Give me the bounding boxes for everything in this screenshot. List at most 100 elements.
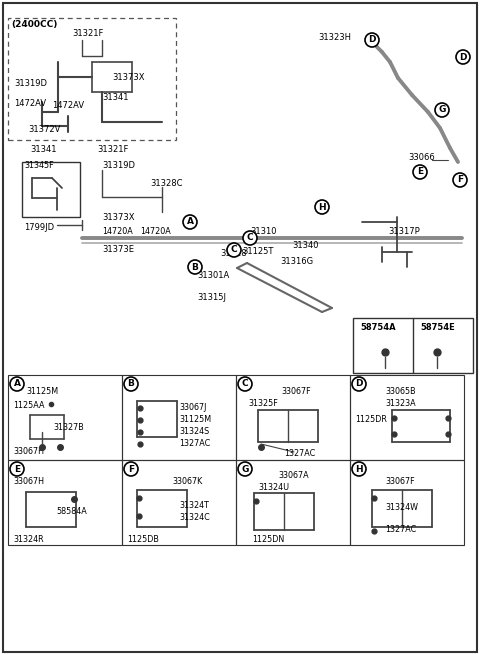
Text: 33067K: 33067K bbox=[172, 477, 202, 487]
Text: A: A bbox=[13, 379, 21, 388]
Text: 1125AA: 1125AA bbox=[13, 400, 45, 409]
Text: 31324S: 31324S bbox=[179, 428, 209, 436]
Text: E: E bbox=[14, 464, 20, 474]
Text: 1125DR: 1125DR bbox=[355, 415, 387, 424]
Circle shape bbox=[365, 33, 379, 47]
Text: 58754E: 58754E bbox=[420, 324, 455, 333]
Text: 31310: 31310 bbox=[250, 227, 276, 236]
Text: D: D bbox=[459, 52, 467, 62]
Circle shape bbox=[238, 377, 252, 391]
Text: 31319D: 31319D bbox=[102, 160, 135, 170]
Circle shape bbox=[456, 50, 470, 64]
Bar bbox=[122, 375, 236, 460]
Text: 31327B: 31327B bbox=[53, 422, 84, 432]
Text: C: C bbox=[231, 246, 237, 255]
Text: C: C bbox=[242, 379, 248, 388]
Text: E: E bbox=[417, 168, 423, 176]
Bar bbox=[8, 375, 122, 460]
Text: 31323A: 31323A bbox=[385, 398, 416, 407]
Text: 31372V: 31372V bbox=[28, 126, 60, 134]
Text: 31324C: 31324C bbox=[179, 512, 210, 521]
Circle shape bbox=[413, 165, 427, 179]
Circle shape bbox=[10, 377, 24, 391]
Text: H: H bbox=[318, 202, 326, 212]
Text: G: G bbox=[241, 464, 249, 474]
Circle shape bbox=[352, 377, 366, 391]
Text: 31324U: 31324U bbox=[258, 483, 289, 491]
Text: (2400CC): (2400CC) bbox=[11, 20, 58, 29]
Text: 31317P: 31317P bbox=[388, 227, 420, 236]
Bar bbox=[8, 460, 122, 545]
Circle shape bbox=[435, 103, 449, 117]
Text: 1472AV: 1472AV bbox=[14, 98, 46, 107]
Text: 31373E: 31373E bbox=[102, 246, 134, 255]
Text: 33067F: 33067F bbox=[281, 386, 311, 396]
Text: 31301A: 31301A bbox=[197, 271, 229, 280]
Circle shape bbox=[315, 200, 329, 214]
Text: 1125DN: 1125DN bbox=[252, 534, 284, 544]
Bar bbox=[236, 375, 350, 460]
Text: 31321F: 31321F bbox=[97, 145, 128, 155]
Text: 1799JD: 1799JD bbox=[24, 223, 54, 233]
Text: 31341: 31341 bbox=[102, 94, 129, 102]
Text: 31373X: 31373X bbox=[112, 73, 144, 81]
Text: 33066: 33066 bbox=[408, 153, 435, 162]
Circle shape bbox=[227, 243, 241, 257]
Text: 33067H: 33067H bbox=[13, 476, 44, 485]
Circle shape bbox=[453, 173, 467, 187]
Bar bbox=[8, 18, 176, 140]
Text: 31321F: 31321F bbox=[72, 29, 103, 37]
Circle shape bbox=[238, 462, 252, 476]
Text: 31328: 31328 bbox=[220, 248, 247, 257]
Bar bbox=[236, 460, 350, 545]
Bar bbox=[22, 162, 80, 217]
Text: 58754A: 58754A bbox=[360, 324, 396, 333]
Text: 1327AC: 1327AC bbox=[385, 525, 416, 534]
Text: 31315J: 31315J bbox=[197, 293, 226, 303]
Text: 1327AC: 1327AC bbox=[179, 440, 210, 449]
Text: D: D bbox=[368, 35, 376, 45]
Circle shape bbox=[188, 260, 202, 274]
Text: 58584A: 58584A bbox=[56, 508, 87, 517]
Text: G: G bbox=[438, 105, 446, 115]
Text: 31345F: 31345F bbox=[24, 160, 54, 170]
Text: B: B bbox=[128, 379, 134, 388]
Text: 31125T: 31125T bbox=[242, 248, 274, 257]
Text: 31324T: 31324T bbox=[179, 502, 209, 510]
Text: D: D bbox=[355, 379, 363, 388]
Text: C: C bbox=[247, 233, 253, 242]
Text: 31325F: 31325F bbox=[248, 398, 278, 407]
Text: 31319D: 31319D bbox=[14, 79, 47, 88]
Text: 31328C: 31328C bbox=[150, 179, 182, 187]
Circle shape bbox=[352, 462, 366, 476]
Text: 31323H: 31323H bbox=[318, 33, 351, 41]
Text: 33067J: 33067J bbox=[179, 403, 206, 413]
Text: 31324R: 31324R bbox=[13, 534, 44, 544]
Circle shape bbox=[243, 231, 257, 245]
Text: A: A bbox=[187, 217, 193, 227]
Text: 33067F: 33067F bbox=[385, 477, 415, 487]
Circle shape bbox=[183, 215, 197, 229]
Circle shape bbox=[10, 462, 24, 476]
Text: F: F bbox=[128, 464, 134, 474]
Text: 33067A: 33067A bbox=[278, 472, 309, 481]
Text: 1327AC: 1327AC bbox=[284, 449, 315, 458]
Text: 31341: 31341 bbox=[30, 145, 57, 155]
Text: 33067H: 33067H bbox=[13, 447, 44, 457]
Text: 14720A: 14720A bbox=[140, 227, 171, 236]
Text: H: H bbox=[355, 464, 363, 474]
Text: 31324W: 31324W bbox=[385, 502, 418, 512]
Circle shape bbox=[124, 462, 138, 476]
Text: 14720A: 14720A bbox=[102, 227, 133, 236]
Text: 31125M: 31125M bbox=[179, 415, 211, 424]
Text: B: B bbox=[192, 263, 198, 272]
Text: 1472AV: 1472AV bbox=[52, 100, 84, 109]
Bar bbox=[353, 318, 473, 373]
Text: 33065B: 33065B bbox=[385, 386, 416, 396]
Text: 1125DB: 1125DB bbox=[127, 534, 159, 544]
Text: 31373X: 31373X bbox=[102, 214, 134, 223]
Bar bbox=[122, 460, 236, 545]
Bar bbox=[350, 460, 464, 545]
Bar bbox=[350, 375, 464, 460]
Circle shape bbox=[124, 377, 138, 391]
